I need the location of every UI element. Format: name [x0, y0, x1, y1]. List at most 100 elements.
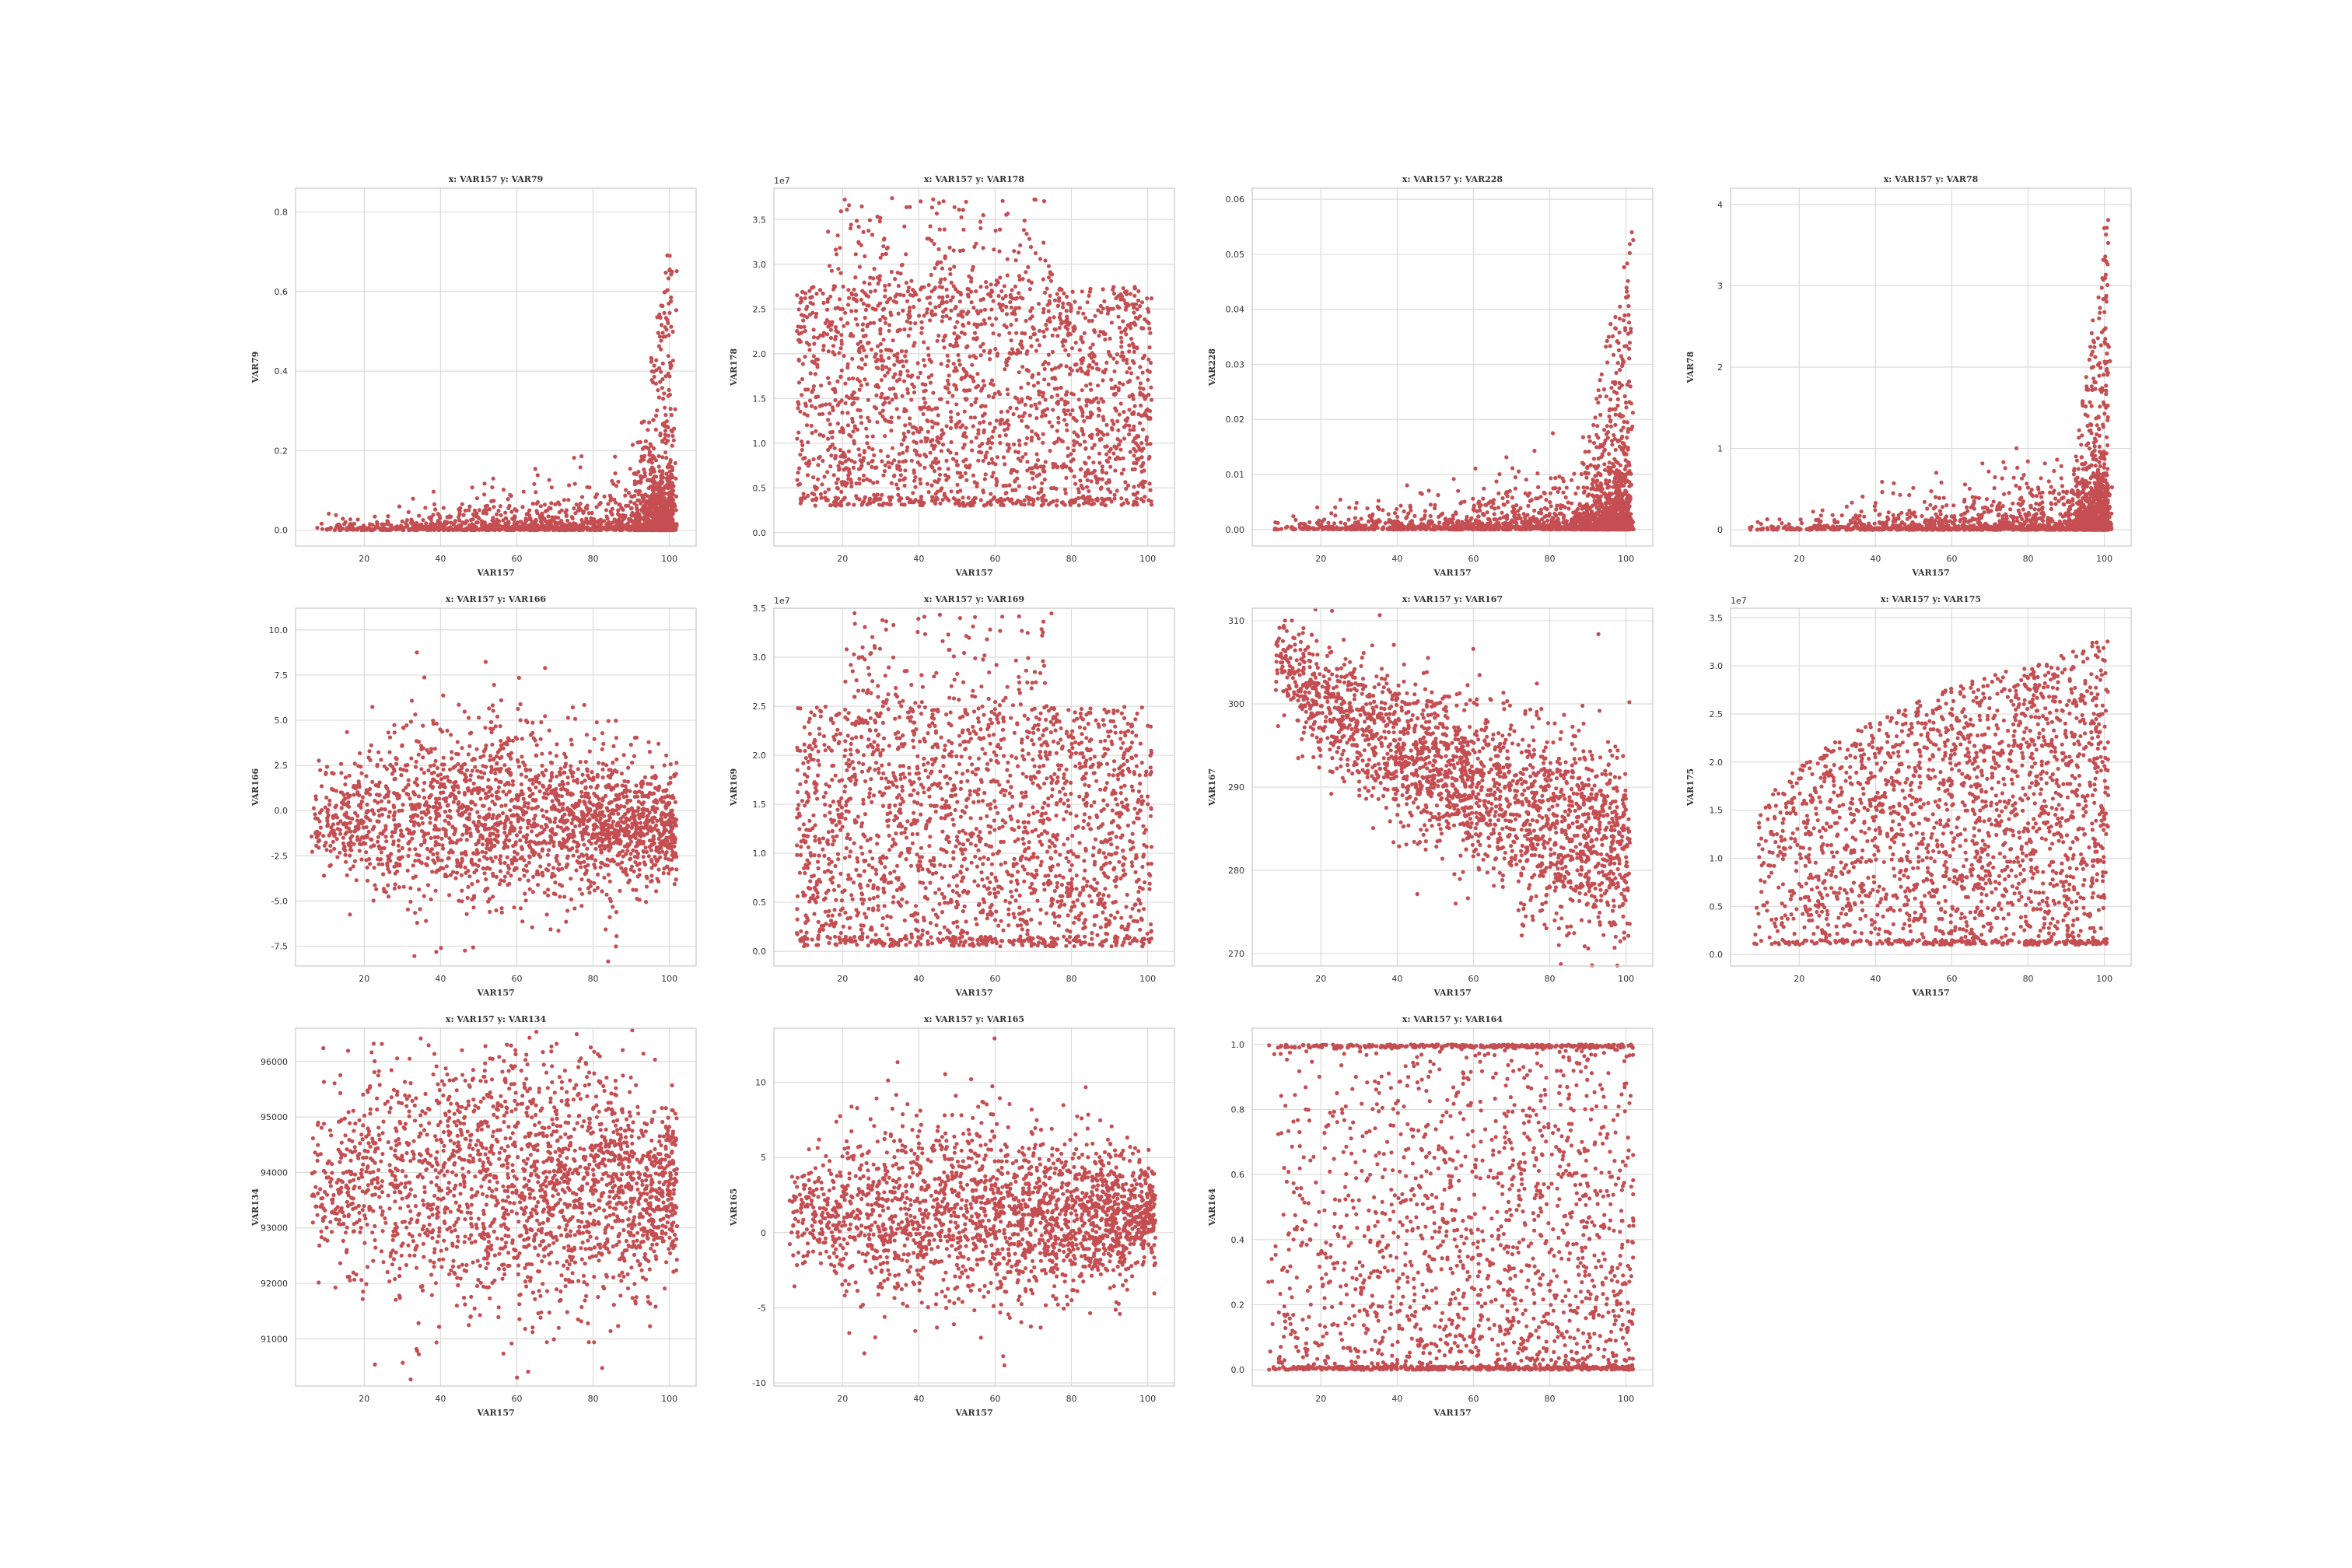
data-point [1080, 361, 1083, 365]
data-point [1065, 429, 1069, 432]
data-point [961, 228, 965, 232]
data-point [828, 381, 831, 385]
data-point [908, 327, 912, 331]
data-point [665, 419, 669, 423]
data-point [876, 215, 880, 219]
data-point [351, 523, 355, 527]
data-point [1090, 479, 1094, 483]
data-point [1031, 499, 1035, 503]
data-point [856, 447, 860, 451]
data-point [523, 522, 527, 526]
data-point [903, 354, 907, 358]
data-point [1017, 250, 1020, 254]
data-point [1041, 470, 1045, 474]
data-point [997, 294, 1001, 298]
data-point [858, 380, 862, 383]
data-point [649, 356, 653, 360]
data-point [480, 520, 484, 524]
data-point [1147, 327, 1151, 331]
data-point [850, 357, 854, 361]
data-point [980, 442, 984, 446]
data-point [1088, 287, 1092, 291]
data-point [1138, 304, 1142, 308]
data-point [669, 407, 673, 411]
data-point [1135, 434, 1139, 438]
data-point [795, 436, 799, 440]
data-point [821, 412, 824, 416]
data-point [1048, 270, 1052, 274]
data-point [856, 323, 859, 327]
data-point [846, 467, 850, 471]
data-point [935, 439, 939, 443]
data-point [467, 505, 471, 509]
data-point [1124, 332, 1128, 336]
data-point [617, 522, 621, 526]
data-point [809, 301, 813, 305]
data-point [997, 302, 1001, 306]
data-point [945, 497, 949, 501]
data-point [327, 512, 331, 516]
data-point [595, 505, 599, 509]
data-point [1129, 292, 1132, 296]
data-point [1004, 433, 1008, 437]
data-point [891, 397, 894, 401]
x-tick-label: 60 [511, 554, 522, 564]
data-point [926, 430, 930, 434]
data-point [897, 415, 901, 419]
data-point [933, 305, 937, 309]
data-point [422, 527, 425, 531]
data-point [566, 498, 570, 502]
data-point [834, 306, 838, 310]
data-point [976, 459, 980, 463]
data-point [1036, 497, 1040, 501]
data-point [411, 497, 415, 501]
data-point [658, 469, 662, 473]
data-point [830, 269, 834, 273]
data-point [1146, 358, 1150, 362]
data-point [854, 293, 858, 297]
data-point [1127, 432, 1131, 436]
data-point [1087, 365, 1090, 369]
data-point [981, 414, 985, 418]
data-point [954, 402, 958, 406]
data-point [1020, 365, 1024, 369]
data-point [498, 528, 502, 532]
data-point [1074, 341, 1078, 345]
data-point [651, 488, 655, 492]
data-point [1006, 423, 1010, 427]
data-point [999, 289, 1003, 293]
data-point [1140, 464, 1144, 467]
data-point [1120, 503, 1124, 507]
data-point [540, 521, 544, 525]
data-point [1110, 320, 1114, 324]
data-point [1020, 331, 1024, 335]
data-point [933, 285, 937, 289]
data-point [919, 439, 923, 443]
data-point [875, 383, 879, 387]
data-point [838, 503, 842, 507]
data-point [839, 490, 843, 494]
data-point [1144, 438, 1148, 442]
data-point [476, 520, 480, 524]
data-point [606, 521, 610, 525]
scatter-points [315, 254, 678, 532]
data-point [1040, 481, 1044, 485]
data-point [840, 398, 844, 402]
data-point [385, 519, 389, 523]
data-point [415, 521, 418, 525]
data-point [1069, 303, 1073, 307]
data-point [795, 329, 799, 333]
data-point [1048, 449, 1052, 453]
data-point [926, 436, 929, 440]
data-point [1066, 353, 1070, 357]
data-point [979, 498, 983, 502]
data-point [808, 296, 812, 299]
data-point [1135, 496, 1139, 500]
data-point [846, 474, 850, 478]
data-point [966, 287, 970, 291]
data-point [930, 419, 934, 423]
data-point [931, 391, 935, 395]
data-point [828, 422, 832, 426]
data-point [806, 440, 810, 444]
data-point [958, 471, 962, 475]
